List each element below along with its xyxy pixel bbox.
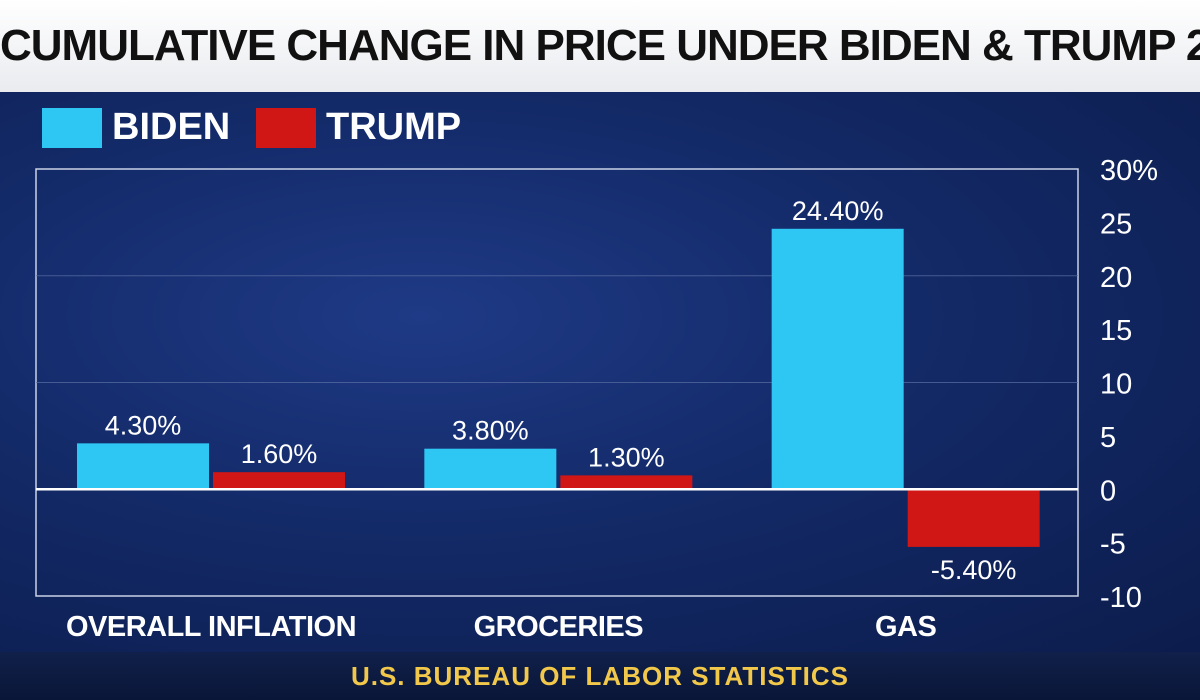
- y-tick-label: 15: [1100, 315, 1132, 347]
- data-label: 3.80%: [452, 416, 529, 446]
- legend-label-biden: BIDEN: [112, 106, 231, 148]
- bar-biden: [771, 228, 904, 490]
- bar-trump: [560, 475, 693, 490]
- title-bar: [0, 0, 1200, 92]
- y-tick-label: 25: [1100, 208, 1132, 240]
- legend-label-trump: TRUMP: [326, 106, 462, 148]
- x-category-label: OVERALL INFLATION: [66, 611, 356, 643]
- source-bar: [0, 652, 1200, 700]
- y-tick-label: 20: [1100, 262, 1132, 294]
- bar-biden: [424, 448, 557, 490]
- chart-title: CUMULATIVE CHANGE IN PRICE UNDER BIDEN &…: [0, 21, 1200, 70]
- data-label: 24.40%: [792, 196, 884, 226]
- legend-swatch-biden: [42, 108, 102, 148]
- x-category-label: GAS: [875, 611, 937, 643]
- y-tick-label: -5: [1100, 529, 1126, 561]
- legend-swatch-trump: [256, 108, 316, 148]
- data-label: -5.40%: [931, 555, 1017, 585]
- data-label: 1.60%: [241, 439, 318, 469]
- y-tick-label: 30%: [1100, 155, 1158, 187]
- y-tick-label: 5: [1100, 422, 1116, 454]
- y-tick-label: 0: [1100, 475, 1116, 507]
- bar-trump: [213, 472, 345, 490]
- source-credit: U.S. BUREAU OF LABOR STATISTICS: [350, 661, 850, 691]
- chart-panel: [0, 92, 1200, 652]
- x-category-label: GROCERIES: [474, 611, 644, 643]
- data-label: 1.30%: [588, 442, 665, 472]
- bar-biden: [77, 443, 209, 490]
- y-tick-label: 10: [1100, 369, 1132, 401]
- data-label: 4.30%: [105, 410, 182, 440]
- bar-trump: [907, 489, 1040, 547]
- y-tick-label: -10: [1100, 582, 1142, 614]
